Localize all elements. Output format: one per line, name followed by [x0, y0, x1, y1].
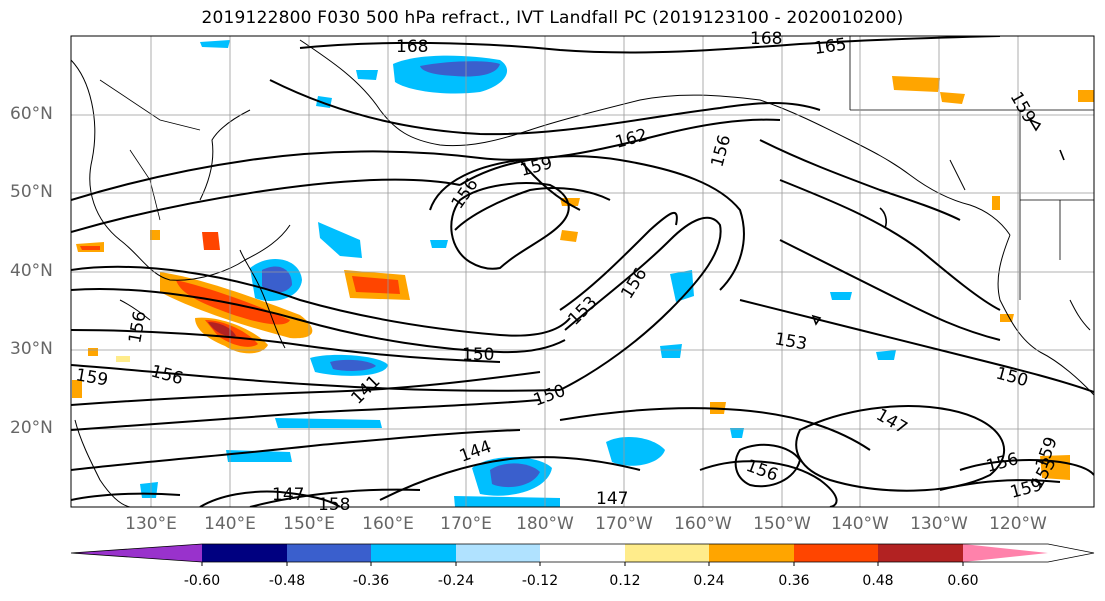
colorbar-segment — [625, 544, 709, 562]
lat-label-40n: 40°N — [10, 261, 53, 281]
lon-label-180w: 180°W — [516, 514, 574, 534]
lon-label-150w: 150°W — [753, 514, 811, 534]
lon-label-160w: 160°W — [674, 514, 732, 534]
lon-label-170e: 170°E — [440, 514, 492, 534]
contour-fragments — [811, 118, 1065, 326]
lon-label-130w: 130°W — [910, 514, 968, 534]
contour-label: 158 — [318, 495, 350, 515]
lon-label-170w: 170°W — [595, 514, 653, 534]
map-title: 2019122800 F030 500 hPa refract., IVT La… — [201, 8, 904, 28]
contour-label: 147 — [596, 489, 628, 509]
colorbar-tick-label: -0.12 — [521, 573, 559, 589]
colorbar-segment — [963, 544, 1048, 562]
lat-label-20n: 20°N — [10, 418, 53, 438]
map-frame — [70, 35, 1095, 508]
colorbar-tick-label: -0.36 — [352, 573, 390, 589]
height-contours — [71, 36, 1094, 507]
colorbar-segment — [709, 544, 794, 562]
colorbar-tick-label: 0.24 — [693, 573, 725, 589]
colorbar-tick-label: 0.60 — [947, 573, 979, 589]
lat-label-30n: 30°N — [10, 339, 53, 359]
colorbar-segment — [287, 544, 371, 562]
colorbar-segment — [371, 544, 456, 562]
contour-label: 165 — [813, 35, 848, 59]
colorbar-tick-label: 0.36 — [778, 573, 810, 589]
lon-label-140e: 140°E — [204, 514, 256, 534]
colorbar-tick-label: -0.60 — [183, 573, 221, 589]
lon-label-140w: 140°W — [831, 514, 889, 534]
colorbar — [70, 543, 1095, 566]
colorbar-tick-label: 0.12 — [609, 573, 641, 589]
contour-label: 147 — [272, 485, 304, 505]
colorbar-segment — [878, 544, 963, 562]
lat-label-50n: 50°N — [10, 182, 53, 202]
colorbar-tick-label: 0.48 — [862, 573, 894, 589]
contour-label: 150 — [462, 345, 494, 365]
coastlines — [71, 39, 1094, 507]
colorbar-segment — [456, 544, 540, 562]
contour-label: 168 — [396, 37, 428, 57]
borders — [99, 36, 1094, 300]
colorbar-tick-label: -0.24 — [437, 573, 475, 589]
colorbar-segment — [794, 544, 878, 562]
colorbar-segment — [202, 544, 287, 562]
lat-label-60n: 60°N — [10, 104, 53, 124]
colorbar-segment — [540, 544, 625, 562]
lon-label-120w: 120°W — [989, 514, 1047, 534]
lon-label-150e: 150°E — [283, 514, 335, 534]
lon-label-160e: 160°E — [362, 514, 414, 534]
colorbar-tick-label: -0.48 — [268, 573, 306, 589]
lon-label-130e: 130°E — [125, 514, 177, 534]
shading-negative — [140, 40, 896, 507]
map-panel — [71, 36, 1094, 507]
contour-label: 168 — [750, 29, 782, 49]
colorbar-segment — [71, 544, 202, 562]
